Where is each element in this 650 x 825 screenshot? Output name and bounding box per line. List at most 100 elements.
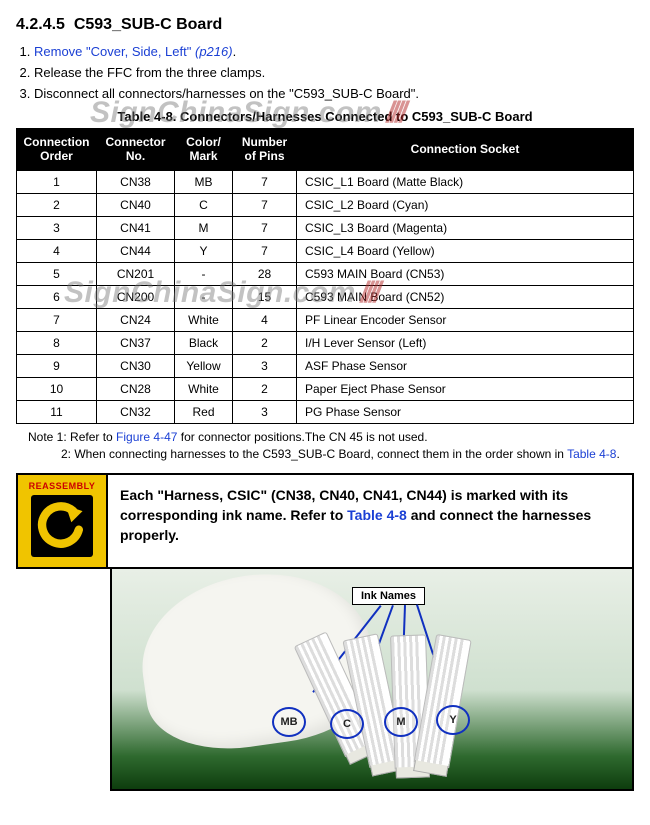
photo-area: Ink Names MB C M Y — [110, 569, 634, 791]
table-row: 9CN30Yellow3ASF Phase Sensor — [17, 354, 634, 377]
note-2-link[interactable]: Table 4-8 — [567, 447, 616, 461]
cell-no: CN24 — [97, 308, 175, 331]
cell-no: CN40 — [97, 193, 175, 216]
cell-pins: 4 — [233, 308, 297, 331]
cell-socket: Paper Eject Phase Sensor — [297, 377, 634, 400]
cell-no: CN38 — [97, 170, 175, 193]
table-row: 4CN44Y7CSIC_L4 Board (Yellow) — [17, 239, 634, 262]
ink-circle-y: Y — [436, 705, 470, 735]
th-order: Connection Order — [17, 129, 97, 171]
cell-no: CN28 — [97, 377, 175, 400]
cell-socket: C593 MAIN Board (CN52) — [297, 285, 634, 308]
table-row: 1CN38MB7CSIC_L1 Board (Matte Black) — [17, 170, 634, 193]
cell-color: C — [175, 193, 233, 216]
step-3: Disconnect all connectors/harnesses on t… — [34, 86, 634, 101]
cell-no: CN200 — [97, 285, 175, 308]
cell-color: Yellow — [175, 354, 233, 377]
cell-pins: 2 — [233, 377, 297, 400]
cell-color: Y — [175, 239, 233, 262]
cell-color: White — [175, 308, 233, 331]
cell-order: 6 — [17, 285, 97, 308]
cell-socket: CSIC_L2 Board (Cyan) — [297, 193, 634, 216]
cell-socket: ASF Phase Sensor — [297, 354, 634, 377]
ink-circle-m: M — [384, 707, 418, 737]
cell-pins: 7 — [233, 193, 297, 216]
step-1: Remove "Cover, Side, Left" (p216). — [34, 44, 634, 59]
note-2: 2: When connecting harnesses to the C593… — [61, 447, 634, 461]
table-row: 2CN40C7CSIC_L2 Board (Cyan) — [17, 193, 634, 216]
table-header-row: Connection Order Connector No. Color/ Ma… — [17, 129, 634, 171]
ink-names-label: Ink Names — [352, 587, 425, 605]
notes: Note 1: Refer to Figure 4-47 for connect… — [28, 430, 634, 461]
cell-no: CN37 — [97, 331, 175, 354]
cell-socket: C593 MAIN Board (CN53) — [297, 262, 634, 285]
step-2: Release the FFC from the three clamps. — [34, 65, 634, 80]
table-row: 8CN37Black2I/H Lever Sensor (Left) — [17, 331, 634, 354]
cell-order: 2 — [17, 193, 97, 216]
table-row: 10CN28White2Paper Eject Phase Sensor — [17, 377, 634, 400]
reassembly-arrow-icon — [31, 495, 93, 557]
cell-no: CN32 — [97, 400, 175, 423]
table-row: 7CN24White4PF Linear Encoder Sensor — [17, 308, 634, 331]
cell-order: 7 — [17, 308, 97, 331]
cell-pins: 15 — [233, 285, 297, 308]
ink-circle-mb: MB — [272, 707, 306, 737]
th-no: Connector No. — [97, 129, 175, 171]
cell-no: CN44 — [97, 239, 175, 262]
reassembly-link[interactable]: Table 4-8 — [347, 507, 407, 523]
cell-pins: 3 — [233, 400, 297, 423]
cell-pins: 28 — [233, 262, 297, 285]
reassembly-badge: REASSEMBLY — [18, 475, 108, 567]
cell-color: White — [175, 377, 233, 400]
table-row: 5CN201-28C593 MAIN Board (CN53) — [17, 262, 634, 285]
note-1: Note 1: Refer to Figure 4-47 for connect… — [28, 430, 634, 444]
cell-color: Red — [175, 400, 233, 423]
note-1-link[interactable]: Figure 4-47 — [116, 430, 177, 444]
reassembly-text: Each "Harness, CSIC" (CN38, CN40, CN41, … — [108, 475, 632, 567]
cell-pins: 7 — [233, 170, 297, 193]
th-pins: Number of Pins — [233, 129, 297, 171]
cell-socket: CSIC_L3 Board (Magenta) — [297, 216, 634, 239]
table-row: 6CN200-15C593 MAIN Board (CN52) — [17, 285, 634, 308]
cell-order: 8 — [17, 331, 97, 354]
cell-pins: 7 — [233, 239, 297, 262]
cell-socket: CSIC_L4 Board (Yellow) — [297, 239, 634, 262]
cell-color: - — [175, 285, 233, 308]
cell-color: M — [175, 216, 233, 239]
cell-color: Black — [175, 331, 233, 354]
ink-circle-c: C — [330, 709, 364, 739]
cell-socket: CSIC_L1 Board (Matte Black) — [297, 170, 634, 193]
cell-order: 10 — [17, 377, 97, 400]
reassembly-box: REASSEMBLY Each "Harness, CSIC" (CN38, C… — [16, 473, 634, 569]
cell-no: CN201 — [97, 262, 175, 285]
badge-label: REASSEMBLY — [29, 481, 96, 491]
cell-pins: 2 — [233, 331, 297, 354]
step-1-ref[interactable]: (p216) — [195, 44, 233, 59]
cell-order: 3 — [17, 216, 97, 239]
table-caption: Table 4-8. Connectors/Harnesses Connecte… — [16, 109, 634, 124]
cell-order: 9 — [17, 354, 97, 377]
cell-order: 4 — [17, 239, 97, 262]
step-1-link[interactable]: Remove "Cover, Side, Left" — [34, 44, 191, 59]
cell-socket: PF Linear Encoder Sensor — [297, 308, 634, 331]
cell-pins: 7 — [233, 216, 297, 239]
step-1-suffix: . — [233, 44, 237, 59]
cell-color: - — [175, 262, 233, 285]
th-socket: Connection Socket — [297, 129, 634, 171]
section-heading: 4.2.4.5 C593_SUB-C Board — [16, 16, 634, 34]
cell-no: CN41 — [97, 216, 175, 239]
cell-order: 5 — [17, 262, 97, 285]
cell-no: CN30 — [97, 354, 175, 377]
section-number: 4.2.4.5 — [16, 16, 65, 33]
th-color: Color/ Mark — [175, 129, 233, 171]
steps-list: Remove "Cover, Side, Left" (p216). Relea… — [34, 44, 634, 101]
table-row: 3CN41M7CSIC_L3 Board (Magenta) — [17, 216, 634, 239]
cell-color: MB — [175, 170, 233, 193]
cell-pins: 3 — [233, 354, 297, 377]
connectors-table: Connection Order Connector No. Color/ Ma… — [16, 128, 634, 424]
table-row: 11CN32Red3PG Phase Sensor — [17, 400, 634, 423]
section-title: C593_SUB-C Board — [74, 16, 222, 33]
cell-order: 11 — [17, 400, 97, 423]
cell-socket: PG Phase Sensor — [297, 400, 634, 423]
cell-socket: I/H Lever Sensor (Left) — [297, 331, 634, 354]
